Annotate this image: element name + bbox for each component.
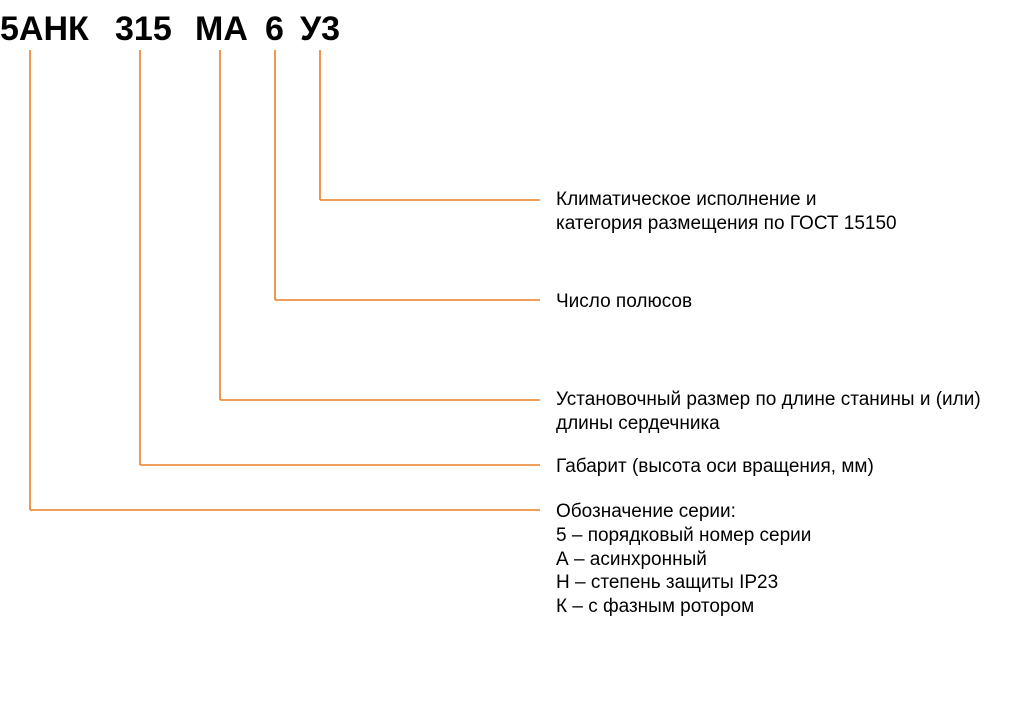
description-desc2: Число полюсов — [556, 290, 692, 314]
code-part-2: МА — [195, 10, 248, 49]
description-desc4: Габарит (высота оси вращения, мм) — [556, 455, 874, 479]
description-desc1: Климатическое исполнение и категория раз… — [556, 188, 897, 236]
code-part-3: 6 — [265, 10, 284, 49]
code-part-1: 315 — [115, 10, 172, 49]
code-part-0: 5АНК — [0, 10, 89, 49]
connector-lines — [0, 0, 1024, 706]
code-part-4: У3 — [300, 10, 340, 49]
description-desc3: Установочный размер по длине станины и (… — [556, 388, 981, 436]
nomenclature-diagram: 5АНК 315 МА 6 У3 Климатическое исполнение и к… — [0, 0, 1024, 706]
description-desc5: Обозначение серии: 5 – порядковый номер … — [556, 500, 811, 619]
